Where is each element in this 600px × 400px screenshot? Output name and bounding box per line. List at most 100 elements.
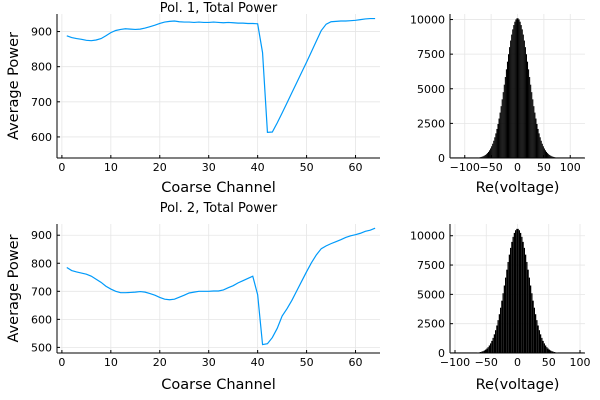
histogram-bar xyxy=(527,269,529,353)
x-axis-label: Coarse Channel xyxy=(161,180,275,196)
x-tick-label: 40 xyxy=(251,161,265,174)
histogram-bar xyxy=(517,228,519,353)
histogram-bar xyxy=(481,156,483,158)
histogram-bar xyxy=(501,99,503,158)
histogram-bar xyxy=(518,19,520,158)
histogram-bars xyxy=(451,18,584,159)
x-tick-label: 20 xyxy=(153,161,167,174)
histogram-bar xyxy=(496,325,498,353)
y-tick-label: 900 xyxy=(31,229,52,242)
subplot-1: 0 10 20 30 40 50 60 600 700 800 900 Pol. 1, Total P… xyxy=(6,1,380,196)
x-axis-label: Coarse Channel xyxy=(161,377,275,393)
histogram-bar xyxy=(552,156,554,158)
histogram-bar xyxy=(522,34,524,159)
histogram-bar xyxy=(480,156,482,158)
x-tick-label: 100 xyxy=(570,356,591,369)
histogram-bar xyxy=(507,261,509,353)
histogram-bar xyxy=(503,285,505,353)
histogram-bar xyxy=(535,118,537,158)
histogram-bar xyxy=(481,351,483,353)
x-axis-label: Re(voltage) xyxy=(476,180,560,196)
histogram-bar xyxy=(525,254,527,353)
x-tick-label: 50 xyxy=(300,161,314,174)
y-tick-label: 700 xyxy=(31,285,52,298)
histogram-bar xyxy=(519,21,521,159)
histogram-bar xyxy=(536,320,538,353)
histogram-bar xyxy=(499,112,501,158)
histogram-bar xyxy=(526,261,528,353)
histogram-bar xyxy=(516,228,518,353)
histogram-bar xyxy=(523,40,525,159)
histogram-bar xyxy=(504,77,506,158)
histogram-bar xyxy=(524,47,526,158)
histogram-bar xyxy=(532,300,534,353)
histogram-bar xyxy=(512,29,514,159)
histogram-bar xyxy=(495,133,497,158)
histogram-bar xyxy=(542,146,544,158)
histogram-bar xyxy=(502,92,504,158)
histogram-bar xyxy=(500,106,502,158)
y-tick-label: 2500 xyxy=(417,318,445,331)
histogram-bar xyxy=(496,128,498,158)
histogram-bar xyxy=(520,232,522,353)
histogram-bar xyxy=(489,150,491,158)
histogram-bar xyxy=(510,247,512,353)
histogram-bar xyxy=(505,277,507,353)
y-tick-label: 5000 xyxy=(417,288,445,301)
histogram-bar xyxy=(545,345,547,353)
x-tick-label: 60 xyxy=(349,356,363,369)
x-tick-label: −50 xyxy=(480,161,503,174)
histogram-bar xyxy=(498,314,500,353)
histogram-bar xyxy=(547,348,549,353)
histogram-bar xyxy=(537,325,539,353)
histogram-bar xyxy=(529,77,531,158)
histogram-bar xyxy=(518,230,520,353)
histogram-bar xyxy=(513,232,515,353)
subplot-3: 0 10 20 30 40 50 60 500 600 700 800 900 Pol. 2, Tota… xyxy=(6,201,380,393)
histogram-bar xyxy=(525,54,527,158)
y-tick-label: 900 xyxy=(31,26,52,39)
y-tick-label: 800 xyxy=(31,257,52,270)
histogram-bar xyxy=(512,236,514,353)
histogram-bar xyxy=(495,330,497,353)
histogram-bar xyxy=(535,314,537,353)
histogram-bar xyxy=(537,128,539,158)
histogram-bar xyxy=(503,84,505,158)
x-tick-label: 0 xyxy=(58,356,65,369)
x-tick-label: 0 xyxy=(514,161,521,174)
histogram-bar xyxy=(485,349,487,353)
histogram-bar xyxy=(545,151,548,158)
x-tick-label: 50 xyxy=(537,161,551,174)
histogram-bar xyxy=(548,349,550,353)
histogram-bar xyxy=(544,150,546,158)
x-tick-label: 20 xyxy=(153,356,167,369)
histogram-bar xyxy=(497,124,499,158)
histogram-bar xyxy=(515,230,517,353)
histogram-bar xyxy=(523,247,525,353)
series-line xyxy=(66,17,376,134)
histogram-bar xyxy=(526,61,529,158)
histogram-bar xyxy=(541,143,543,158)
histogram-bar xyxy=(550,350,552,353)
histogram-bar xyxy=(483,350,485,353)
histogram-bars xyxy=(451,228,584,353)
chart-title: Pol. 1, Total Power xyxy=(160,1,278,16)
x-tick-label: 60 xyxy=(349,161,363,174)
x-tick-label: 0 xyxy=(514,356,521,369)
histogram-bar xyxy=(497,320,499,353)
y-tick-label: 800 xyxy=(31,61,52,74)
histogram-bar xyxy=(539,137,541,158)
histogram-bar xyxy=(500,307,502,353)
histogram-bar xyxy=(492,337,494,353)
histogram-bar xyxy=(550,155,552,158)
histogram-bar xyxy=(491,340,493,353)
histogram-bar xyxy=(491,146,493,158)
y-tick-label: 7500 xyxy=(417,48,445,61)
histogram-bar xyxy=(493,140,495,158)
histogram-bar xyxy=(538,133,540,158)
histogram-bar xyxy=(493,334,495,353)
histogram-bar xyxy=(501,300,503,353)
series-line xyxy=(66,227,376,346)
histogram-bar xyxy=(552,351,554,353)
histogram-bar xyxy=(508,254,510,353)
